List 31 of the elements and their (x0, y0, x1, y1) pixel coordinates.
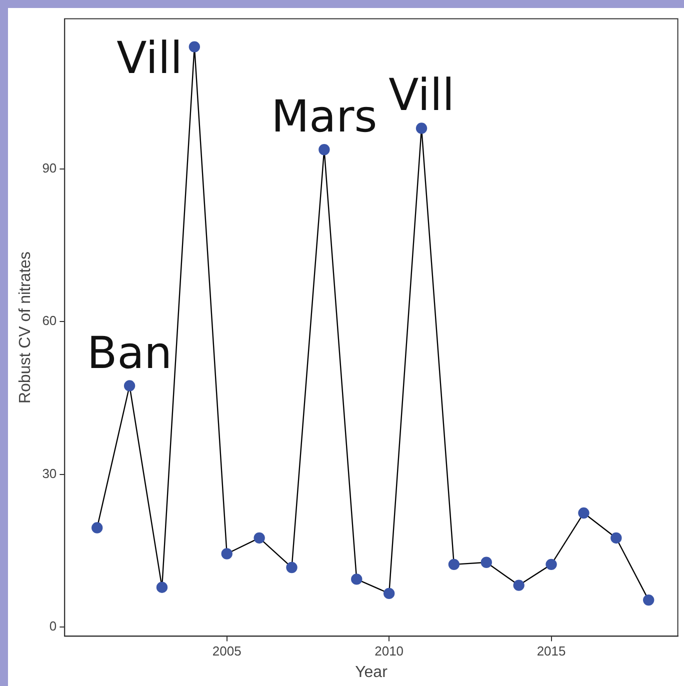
y-tick-label: 60 (42, 313, 57, 328)
point (610, 532, 622, 544)
point (383, 588, 395, 600)
point (643, 594, 654, 606)
y-tick-label: 0 (49, 618, 57, 634)
x-tick-label: 2005 (212, 644, 242, 659)
point (578, 507, 590, 519)
point (351, 574, 362, 585)
point (156, 582, 168, 593)
point (221, 548, 232, 560)
x-tick-label: 2015 (536, 644, 566, 659)
point (480, 556, 492, 568)
point (318, 144, 330, 156)
point (254, 532, 265, 544)
annotation: Ban (87, 328, 172, 379)
x-tick-label: 2010 (374, 644, 404, 659)
point (448, 558, 460, 570)
point (92, 522, 103, 534)
y-tick-label: 30 (42, 466, 57, 481)
x-axis-title: Year (355, 664, 388, 681)
y-tick-label: 90 (42, 160, 57, 176)
point (416, 122, 428, 134)
point (124, 380, 136, 392)
y-axis-title: Robust CV of nitrates (17, 251, 34, 404)
annotation: Vill (388, 70, 454, 122)
point (286, 562, 298, 574)
point (546, 558, 557, 570)
point (188, 41, 200, 52)
annotation: Mars (271, 92, 378, 143)
annotation: Vill (116, 32, 182, 84)
point (513, 580, 524, 591)
